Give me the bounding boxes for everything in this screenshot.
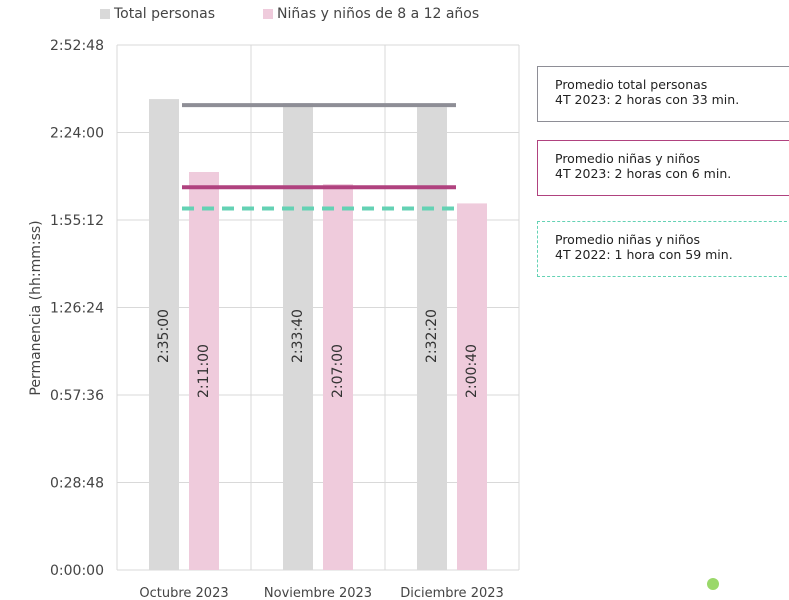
y-tick-label: 0:28:48 — [50, 476, 104, 492]
legend: Total personas Niñas y niños de 8 a 12 a… — [100, 6, 479, 22]
legend-swatch-total — [100, 9, 110, 19]
bar-value-label: 2:00:40 — [464, 344, 480, 398]
bar — [149, 99, 179, 570]
bar-value-label: 2:11:00 — [196, 344, 212, 398]
y-tick-label: 1:26:24 — [50, 301, 104, 317]
bar — [457, 203, 487, 570]
bar — [189, 171, 219, 570]
bar-value-label: 2:32:20 — [424, 309, 440, 363]
legend-swatch-kids — [263, 9, 274, 19]
y-axis-label: Permanencia (hh:mm:ss) — [28, 220, 44, 395]
legend-item-kids: Niñas y niños de 8 a 12 años — [263, 6, 479, 22]
bar-value-label: 2:33:40 — [290, 309, 306, 363]
y-tick-label: 0:57:36 — [50, 388, 104, 404]
note-avg-kids-2023: Promedio niñas y niños 4T 2023: 2 horas … — [537, 140, 789, 196]
decorative-dot — [707, 578, 719, 590]
bar — [323, 184, 353, 571]
legend-label-total: Total personas — [114, 6, 216, 22]
y-tick-label: 2:24:00 — [50, 126, 104, 142]
bar-value-label: 2:35:00 — [156, 309, 172, 363]
note-avg-kids-2022: Promedio niñas y niños 4T 2022: 1 hora c… — [537, 221, 789, 277]
bar — [417, 107, 447, 571]
x-tick-label: Octubre 2023 — [139, 586, 228, 600]
y-tick-label: 0:00:00 — [50, 563, 104, 579]
legend-item-total: Total personas — [100, 6, 215, 22]
x-tick-label: Noviembre 2023 — [264, 586, 372, 600]
x-tick-label: Diciembre 2023 — [400, 586, 504, 600]
legend-label-kids: Niñas y niños de 8 a 12 años — [277, 6, 480, 22]
y-tick-label: 1:55:12 — [50, 213, 104, 229]
bar — [283, 103, 313, 570]
y-tick-label: 2:52:48 — [50, 38, 104, 54]
bar-value-label: 2:07:00 — [330, 344, 346, 398]
note-avg-total: Promedio total personas 4T 2023: 2 horas… — [537, 66, 789, 122]
